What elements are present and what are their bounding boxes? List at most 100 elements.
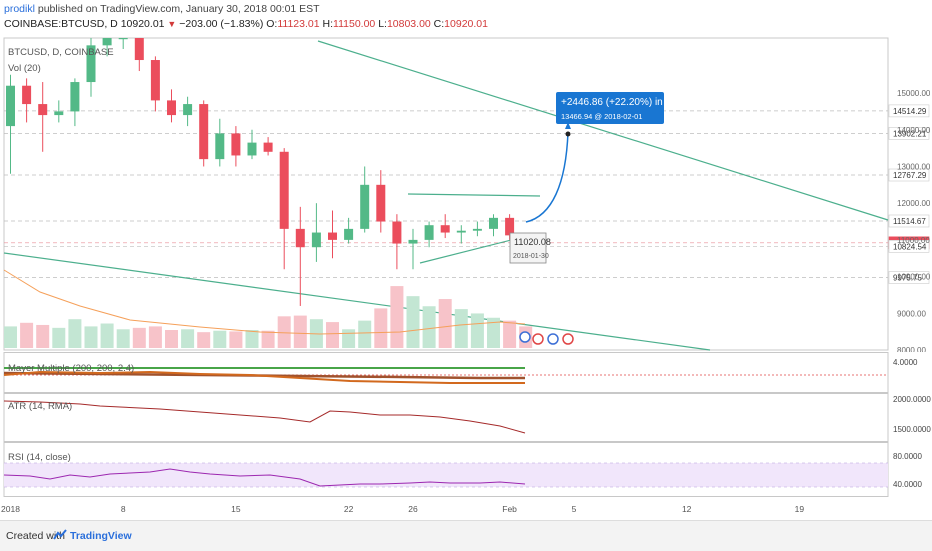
x-tick-label: 12 xyxy=(682,504,692,514)
publisher-username[interactable]: prodikl xyxy=(4,3,35,15)
y-tick-label: 14000.00 xyxy=(897,126,931,135)
volume-bar xyxy=(326,322,339,348)
projection-label-box[interactable]: +2446.86 (+22.20%) in 3d 13466.94 @ 2018… xyxy=(556,92,677,124)
volume-bar xyxy=(52,327,66,348)
svg-text:11020.08: 11020.08 xyxy=(514,237,551,247)
price-label: 11514.67 xyxy=(888,214,930,228)
price-label: 12767.29 xyxy=(888,168,930,182)
candle[interactable] xyxy=(86,38,96,97)
price-label: 9975.75 xyxy=(888,271,930,284)
last-price: 10920.01 xyxy=(120,18,165,30)
atr-panel[interactable]: ATR (14, RMA) 2000.0000 1500.0000 xyxy=(0,393,932,442)
svg-text:11514.67: 11514.67 xyxy=(893,217,926,226)
candle[interactable] xyxy=(328,210,337,259)
triangle-top-line[interactable] xyxy=(407,193,541,197)
x-tick-label: 19 xyxy=(795,504,805,514)
candle[interactable] xyxy=(311,203,321,262)
lower-trendline[interactable] xyxy=(3,252,711,351)
candle[interactable] xyxy=(360,166,370,233)
candle[interactable] xyxy=(295,206,305,306)
open-value: 11123.01 xyxy=(277,18,320,30)
y-tick-label: 11000.00 xyxy=(897,236,930,245)
candle[interactable] xyxy=(344,217,354,244)
volume-bar xyxy=(390,286,404,348)
volume-bar xyxy=(293,315,307,348)
candle[interactable] xyxy=(102,38,112,57)
high-label: H: xyxy=(322,18,334,30)
candle[interactable] xyxy=(70,78,80,127)
volume-bar xyxy=(100,323,114,348)
mayer-multiple-panel[interactable]: Mayer Multiple (200, 200, 2.4) 4.0000 xyxy=(0,352,932,393)
x-tick-label: Feb xyxy=(502,504,517,514)
candle[interactable] xyxy=(456,225,466,244)
volume-bar xyxy=(36,324,50,348)
volume-bar xyxy=(132,327,146,348)
candle[interactable] xyxy=(440,214,450,239)
x-axis[interactable]: 2018 8 15 22 26 Feb 5 12 19 xyxy=(0,497,932,520)
low-value: 10803.00 xyxy=(386,18,431,30)
candle[interactable] xyxy=(263,137,273,156)
volume-bar xyxy=(261,330,275,348)
volume-bar xyxy=(454,309,468,348)
candle[interactable] xyxy=(134,38,144,72)
candle[interactable] xyxy=(424,221,434,248)
legend-symbol: BTCUSD, D, COINBASE xyxy=(8,47,114,58)
candle[interactable] xyxy=(231,126,241,167)
candle[interactable] xyxy=(118,38,128,50)
candle[interactable] xyxy=(6,74,15,174)
volume-bar xyxy=(116,329,130,348)
atr-y-tick-0: 2000.0000 xyxy=(893,395,931,404)
svg-text:9975.75: 9975.75 xyxy=(893,273,922,282)
candle[interactable] xyxy=(215,118,225,167)
y-tick-label: 12000.00 xyxy=(897,199,931,208)
price-change: −203.00 (−1.83%) xyxy=(179,18,264,30)
projection-curve[interactable] xyxy=(525,131,569,223)
ohlc-line: COINBASE:BTCUSD, D 10920.01 ▼ −203.00 (−… xyxy=(4,18,488,30)
candle[interactable] xyxy=(247,129,257,160)
rsi-y-tick-0: 80.0000 xyxy=(893,452,922,461)
candle[interactable] xyxy=(279,148,289,270)
svg-text:12767.29: 12767.29 xyxy=(893,171,927,180)
projection-sub-text: 13466.94 @ 2018-02-01 xyxy=(561,112,642,121)
candle[interactable] xyxy=(408,228,418,270)
atr-y-tick-1: 1500.0000 xyxy=(893,425,931,434)
candle[interactable] xyxy=(392,214,402,270)
volume-bar xyxy=(277,316,291,348)
candle[interactable] xyxy=(183,96,193,127)
low-point-label: 11020.08 2018-01-30 xyxy=(509,232,551,264)
price-chart[interactable]: 14514.2913902.2112767.2911514.6710920.01… xyxy=(0,34,932,352)
close-label: C: xyxy=(433,18,445,30)
candle[interactable] xyxy=(22,78,32,123)
event-markers[interactable] xyxy=(519,331,574,345)
rsi-panel[interactable]: RSI (14, close) 80.0000 40.0000 xyxy=(0,442,932,497)
volume-bar xyxy=(470,313,484,348)
x-tick-label: 15 xyxy=(231,504,241,514)
volume-ma-line xyxy=(3,269,526,335)
tradingview-brand[interactable]: TradingView xyxy=(70,530,132,542)
volume-bar xyxy=(245,330,259,348)
publisher-line: prodikl published on TradingView.com, Ja… xyxy=(4,3,320,15)
candle[interactable] xyxy=(376,170,386,233)
y-tick-label: 8000.00 xyxy=(897,346,926,352)
volume-bar xyxy=(406,296,420,348)
candle[interactable] xyxy=(489,214,498,237)
y-tick-label: 15000.00 xyxy=(897,89,931,98)
x-tick-label: 5 xyxy=(572,504,577,514)
candle[interactable] xyxy=(54,100,64,123)
x-tick-label: 22 xyxy=(344,504,354,514)
svg-text:2018-01-30: 2018-01-30 xyxy=(513,253,549,260)
svg-text:13902.21: 13902.21 xyxy=(893,129,927,138)
candle[interactable] xyxy=(150,56,160,112)
x-tick-label: 8 xyxy=(121,504,126,514)
y-tick-label: 9000.00 xyxy=(897,309,926,318)
rsi-title: RSI (14, close) xyxy=(8,452,71,463)
price-label: 13902.21 xyxy=(888,127,930,140)
upper-trendline[interactable] xyxy=(317,40,889,221)
candle[interactable] xyxy=(199,100,209,167)
candle[interactable] xyxy=(472,221,482,237)
projection-point[interactable] xyxy=(565,131,571,137)
candle[interactable] xyxy=(167,89,176,123)
candle[interactable] xyxy=(38,82,48,152)
down-triangle-icon: ▼ xyxy=(167,19,177,29)
volume-bar xyxy=(68,319,82,348)
